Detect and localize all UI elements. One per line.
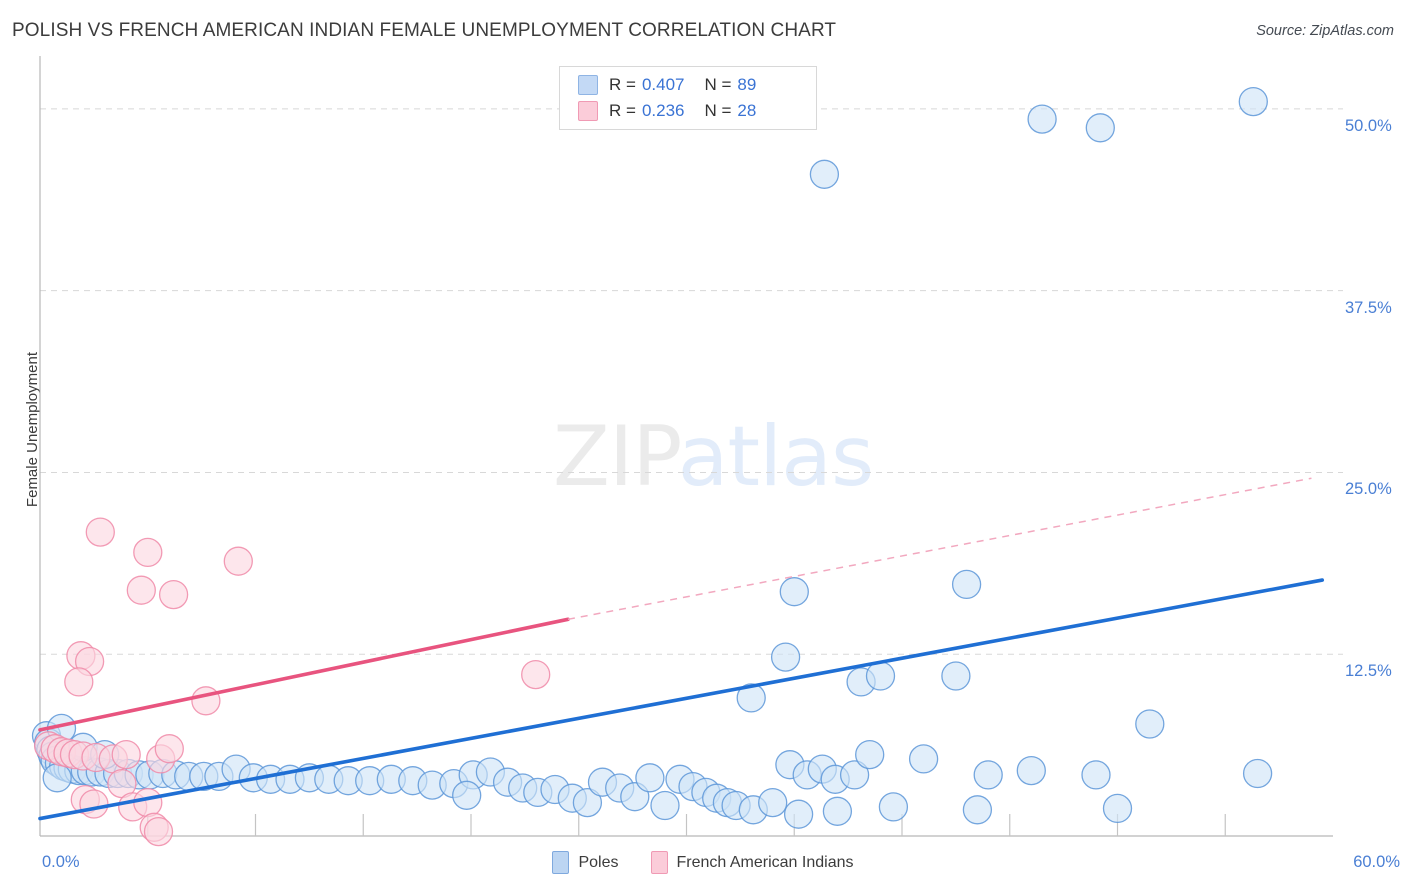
series-label-french-american-indians: French American Indians (676, 853, 854, 871)
data-point (111, 739, 141, 770)
data-point (770, 642, 801, 672)
series-swatch-french-american-indians (650, 851, 668, 874)
data-point (143, 816, 174, 847)
data-point (572, 787, 603, 818)
series-points-poles (31, 86, 1273, 829)
r-value-fai: 0.236 (641, 101, 685, 120)
data-point (736, 683, 766, 713)
data-point (809, 159, 840, 189)
data-point (1027, 104, 1057, 134)
data-point (1016, 755, 1046, 786)
page-title: POLISH VS FRENCH AMERICAN INDIAN FEMALE … (12, 20, 837, 41)
series-label-poles: Poles (578, 853, 619, 871)
data-point (758, 787, 788, 818)
series-legend-item-french-american-indians[interactable]: French American Indians (650, 851, 854, 874)
data-point (855, 739, 885, 770)
trendline-poles (38, 578, 1325, 821)
legend-swatch-poles (578, 75, 598, 95)
data-point (865, 661, 896, 691)
data-point (126, 575, 156, 605)
n-value-poles: 89 (737, 75, 757, 94)
data-point (133, 787, 163, 818)
data-point (951, 569, 982, 600)
x-tick-label-min: 0.0% (42, 853, 80, 871)
y-tick-label: 37.5% (1345, 298, 1392, 317)
data-point (154, 734, 184, 764)
data-point (635, 763, 665, 793)
data-point (1081, 760, 1111, 790)
n-label-fai: N = (704, 101, 732, 120)
data-point (779, 577, 809, 607)
n-value-fai: 28 (737, 101, 757, 120)
x-tick-label-max: 60.0% (1353, 853, 1400, 871)
data-point (42, 763, 72, 793)
data-point (650, 790, 680, 821)
y-tick-label: 50.0% (1345, 116, 1392, 135)
data-point (64, 667, 94, 697)
series-swatch-poles (552, 851, 570, 874)
data-point (223, 546, 253, 576)
data-point (839, 760, 870, 790)
stats-legend-row-poles: R = 0.407 N = 89 (578, 72, 756, 98)
data-point (783, 799, 814, 829)
data-point (79, 789, 109, 819)
series-points-french-american-indians (33, 517, 551, 847)
legend-swatch-french-american-indians (578, 101, 598, 121)
data-point (158, 579, 189, 610)
trendline-french-american-indians (38, 617, 570, 732)
data-point (85, 517, 115, 547)
data-point (1238, 86, 1268, 117)
stats-legend: R = 0.407 N = 89 R = 0.236 N = 28 (559, 66, 817, 130)
y-tick-label: 12.5% (1345, 662, 1392, 681)
data-point (973, 760, 1003, 790)
n-label-poles: N = (704, 75, 732, 94)
source-attribution: Source: ZipAtlas.com (1256, 23, 1394, 39)
data-point (1242, 758, 1273, 789)
data-point (452, 780, 482, 810)
data-point (133, 537, 163, 568)
data-point (1085, 113, 1115, 143)
stats-legend-row-french-american-indians: R = 0.236 N = 28 (578, 98, 756, 124)
trendline-extension-french-american-indians (567, 477, 1312, 621)
data-point (191, 686, 221, 716)
r-label-fai: R = (609, 101, 636, 120)
r-label-poles: R = (609, 75, 636, 94)
series-legend: Poles French American Indians (0, 851, 1406, 874)
data-point (962, 795, 993, 825)
r-value-poles: 0.407 (641, 75, 685, 94)
data-point (521, 659, 551, 690)
series-legend-item-poles[interactable]: Poles (552, 851, 619, 874)
data-point (1102, 793, 1133, 824)
data-point (941, 661, 971, 691)
data-point (908, 744, 939, 774)
data-point (1135, 709, 1165, 739)
y-tick-label: 25.0% (1345, 480, 1392, 499)
data-point (822, 796, 853, 826)
data-point (878, 792, 909, 822)
